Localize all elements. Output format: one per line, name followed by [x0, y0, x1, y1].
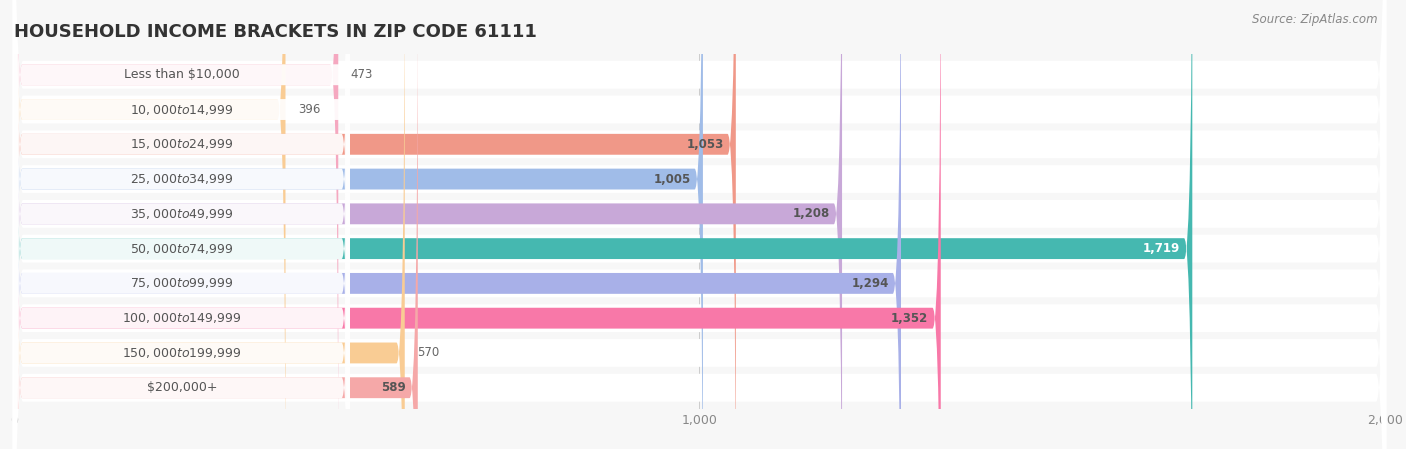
FancyBboxPatch shape [14, 0, 418, 449]
FancyBboxPatch shape [13, 0, 1386, 449]
Text: 396: 396 [298, 103, 321, 116]
FancyBboxPatch shape [14, 0, 350, 449]
Text: 589: 589 [381, 381, 405, 394]
Text: HOUSEHOLD INCOME BRACKETS IN ZIP CODE 61111: HOUSEHOLD INCOME BRACKETS IN ZIP CODE 61… [14, 23, 537, 41]
FancyBboxPatch shape [13, 0, 1386, 449]
Text: $35,000 to $49,999: $35,000 to $49,999 [131, 207, 233, 221]
Text: $150,000 to $199,999: $150,000 to $199,999 [122, 346, 242, 360]
FancyBboxPatch shape [13, 0, 1386, 449]
Text: $15,000 to $24,999: $15,000 to $24,999 [131, 137, 233, 151]
FancyBboxPatch shape [13, 0, 1386, 449]
Text: Source: ZipAtlas.com: Source: ZipAtlas.com [1253, 13, 1378, 26]
Text: 570: 570 [418, 347, 439, 360]
Text: 1,352: 1,352 [891, 312, 928, 325]
FancyBboxPatch shape [14, 0, 285, 449]
Text: 1,208: 1,208 [793, 207, 830, 220]
FancyBboxPatch shape [14, 0, 735, 449]
Text: 1,294: 1,294 [851, 277, 889, 290]
Text: $25,000 to $34,999: $25,000 to $34,999 [131, 172, 233, 186]
FancyBboxPatch shape [14, 0, 350, 449]
Text: $50,000 to $74,999: $50,000 to $74,999 [131, 242, 233, 255]
Text: Less than $10,000: Less than $10,000 [124, 68, 240, 81]
FancyBboxPatch shape [14, 0, 350, 449]
FancyBboxPatch shape [14, 0, 703, 449]
Text: 1,719: 1,719 [1143, 242, 1180, 255]
FancyBboxPatch shape [14, 0, 941, 449]
FancyBboxPatch shape [14, 0, 350, 449]
FancyBboxPatch shape [13, 0, 1386, 449]
FancyBboxPatch shape [14, 0, 350, 449]
Text: 473: 473 [350, 68, 373, 81]
FancyBboxPatch shape [14, 0, 350, 449]
FancyBboxPatch shape [14, 0, 350, 449]
FancyBboxPatch shape [14, 0, 339, 449]
FancyBboxPatch shape [14, 0, 350, 449]
FancyBboxPatch shape [13, 0, 1386, 449]
FancyBboxPatch shape [13, 0, 1386, 449]
FancyBboxPatch shape [13, 0, 1386, 449]
FancyBboxPatch shape [13, 0, 1386, 449]
FancyBboxPatch shape [14, 0, 350, 449]
FancyBboxPatch shape [14, 0, 842, 449]
FancyBboxPatch shape [14, 0, 405, 449]
FancyBboxPatch shape [14, 0, 901, 449]
FancyBboxPatch shape [14, 0, 1192, 449]
Text: $100,000 to $149,999: $100,000 to $149,999 [122, 311, 242, 325]
Text: $200,000+: $200,000+ [146, 381, 218, 394]
Text: 1,053: 1,053 [686, 138, 724, 151]
Text: $10,000 to $14,999: $10,000 to $14,999 [131, 102, 233, 117]
Text: $75,000 to $99,999: $75,000 to $99,999 [131, 277, 233, 291]
FancyBboxPatch shape [14, 0, 350, 449]
Text: 1,005: 1,005 [654, 172, 690, 185]
FancyBboxPatch shape [13, 0, 1386, 449]
